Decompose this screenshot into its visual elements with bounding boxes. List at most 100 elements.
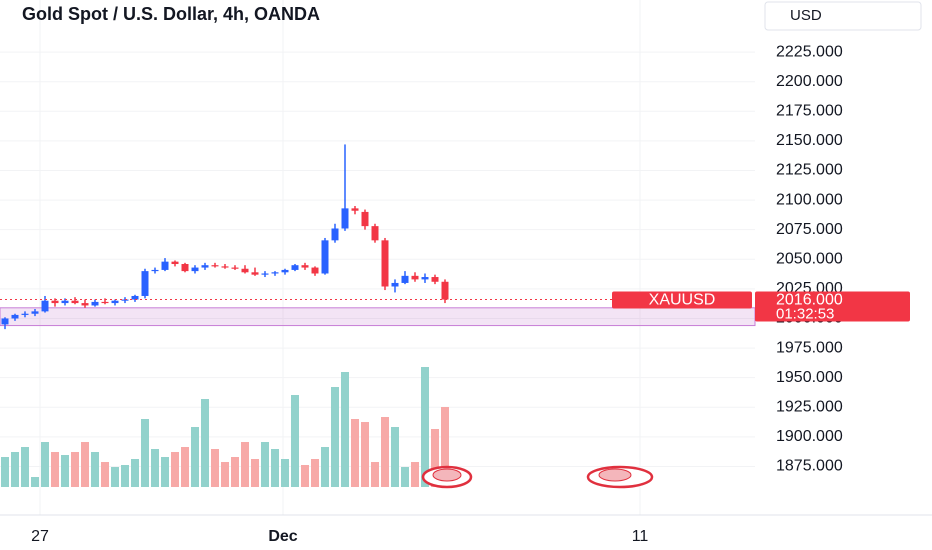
y-tick-label: 2175.000 bbox=[776, 103, 843, 120]
candle-body bbox=[141, 271, 149, 296]
candle-body bbox=[311, 267, 319, 274]
volume-bar bbox=[261, 442, 269, 487]
candle-body bbox=[81, 303, 89, 306]
candle-body bbox=[71, 300, 79, 304]
y-tick-label: 2075.000 bbox=[776, 221, 843, 238]
candle-body bbox=[361, 211, 369, 227]
y-tick-label: 1975.000 bbox=[776, 339, 843, 356]
candle-body bbox=[161, 261, 169, 270]
volume-bar bbox=[181, 447, 189, 487]
candle-body bbox=[131, 295, 139, 300]
y-tick-label: 2150.000 bbox=[776, 132, 843, 149]
volume-bar bbox=[401, 467, 409, 487]
x-tick-label: Dec bbox=[268, 528, 297, 545]
y-tick-label: 2225.000 bbox=[776, 43, 843, 60]
candle-body bbox=[291, 265, 299, 270]
price-zone bbox=[0, 307, 756, 327]
y-tick-label: 1900.000 bbox=[776, 428, 843, 445]
volume-bar bbox=[231, 457, 239, 487]
y-tick-label: 1875.000 bbox=[776, 458, 843, 475]
volume-bar bbox=[281, 459, 289, 487]
candle-body bbox=[401, 275, 409, 283]
candle-body bbox=[201, 265, 209, 268]
volume-bar bbox=[141, 419, 149, 487]
volume-bar bbox=[371, 462, 379, 487]
currency[interactable]: USD bbox=[790, 7, 822, 24]
candle-body bbox=[51, 300, 59, 304]
volume-bar bbox=[191, 427, 199, 487]
x-tick-label: 27 bbox=[31, 528, 49, 545]
volume-bar bbox=[351, 419, 359, 487]
volume-bar bbox=[221, 462, 229, 487]
volume-bar bbox=[151, 449, 159, 487]
volume-bar bbox=[121, 465, 129, 487]
volume-bar bbox=[271, 449, 279, 487]
y-tick-label: 2100.000 bbox=[776, 191, 843, 208]
candle-body bbox=[381, 240, 389, 287]
y-tick-label: 1925.000 bbox=[776, 398, 843, 415]
volume-bar bbox=[431, 429, 439, 487]
candle-body bbox=[391, 282, 399, 287]
last-price-box bbox=[755, 291, 910, 322]
y-tick-label: 2200.000 bbox=[776, 73, 843, 90]
volume-bar bbox=[161, 457, 169, 487]
candle-body bbox=[61, 300, 69, 304]
candle-body bbox=[221, 266, 229, 268]
volume-bar bbox=[11, 452, 19, 487]
candle-body bbox=[31, 311, 39, 314]
volume-bar bbox=[251, 459, 259, 487]
candle-body bbox=[151, 269, 159, 272]
chart-title: Gold Spot / U.S. Dollar, 4h, OANDA bbox=[22, 4, 320, 24]
volume-bar bbox=[341, 372, 349, 487]
candle-body bbox=[251, 272, 259, 275]
candle-body bbox=[41, 300, 49, 312]
candle-body bbox=[241, 268, 249, 273]
volume-bar bbox=[61, 455, 69, 487]
volume-bar bbox=[381, 417, 389, 487]
volume-bar bbox=[91, 452, 99, 487]
candle-body bbox=[321, 240, 329, 274]
volume-bar bbox=[331, 387, 339, 487]
volume-bar bbox=[31, 477, 39, 487]
symbol-label: XAUUSD bbox=[649, 292, 716, 309]
volume-bar bbox=[361, 422, 369, 487]
y-tick-label: 1950.000 bbox=[776, 369, 843, 386]
countdown: 01:32:53 bbox=[776, 305, 834, 322]
volume-bar bbox=[131, 459, 139, 487]
candle-body bbox=[301, 265, 309, 268]
x-tick-label: 11 bbox=[632, 528, 649, 545]
volume-bar bbox=[81, 442, 89, 487]
volume-bar bbox=[41, 442, 49, 487]
volume-bar bbox=[301, 465, 309, 487]
volume-bar bbox=[391, 427, 399, 487]
candle-body bbox=[271, 272, 279, 274]
currency-box[interactable] bbox=[764, 1, 922, 31]
candle-body bbox=[171, 261, 179, 265]
candle-body bbox=[181, 264, 189, 272]
candle-body bbox=[121, 299, 129, 301]
candle-body bbox=[101, 301, 109, 304]
y-tick-label: 2125.000 bbox=[776, 162, 843, 179]
volume-bar bbox=[71, 452, 79, 487]
candle-body bbox=[371, 226, 379, 241]
candle-body bbox=[331, 228, 339, 241]
candle-body bbox=[191, 267, 199, 272]
volume-bar bbox=[171, 452, 179, 487]
candle-body bbox=[431, 277, 439, 282]
volume-bar bbox=[21, 447, 29, 487]
candle-body bbox=[411, 275, 419, 280]
volume-bar bbox=[241, 442, 249, 487]
volume-bar bbox=[201, 399, 209, 487]
candle-body bbox=[91, 301, 99, 306]
candle-body bbox=[111, 300, 119, 304]
volume-bar bbox=[321, 447, 329, 487]
volume-bar bbox=[421, 367, 429, 487]
volume-bar bbox=[441, 407, 449, 487]
volume-bar bbox=[311, 459, 319, 487]
candle-body bbox=[261, 273, 269, 275]
volume-bar bbox=[111, 467, 119, 487]
last-price-label: 2016.000 bbox=[776, 292, 843, 309]
y-tick-label: 2050.000 bbox=[776, 250, 843, 267]
volume-bar bbox=[211, 449, 219, 487]
